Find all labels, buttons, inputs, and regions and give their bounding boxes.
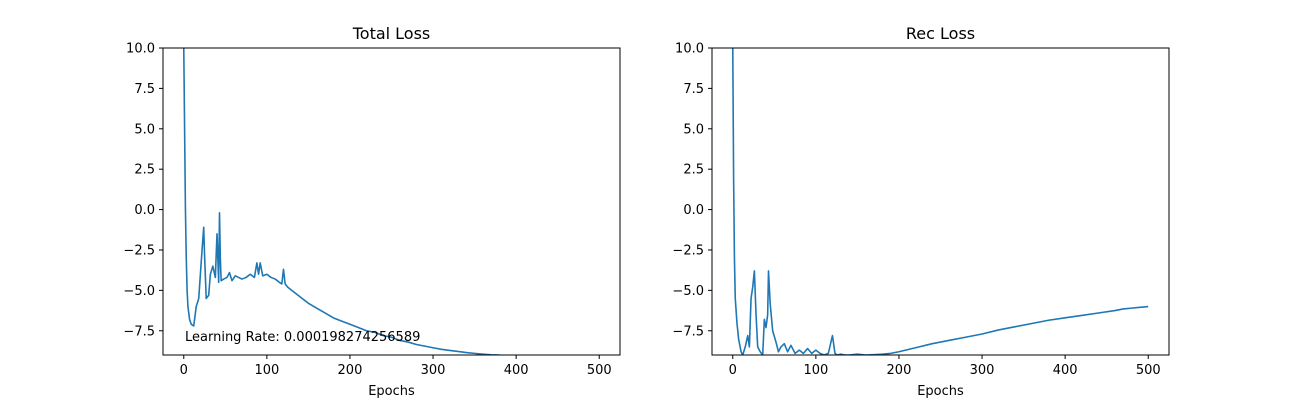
total-loss-x-tick-label: 300 — [421, 363, 446, 378]
rec-loss-y-tick-label: −2.5 — [672, 243, 704, 258]
total-loss-y-tick-label: −5.0 — [123, 284, 155, 299]
total-loss-x-tick-label: 400 — [504, 363, 529, 378]
rec-loss-y-tick-label: 0.0 — [683, 203, 704, 218]
rec-loss-axes-frame — [711, 47, 1170, 356]
total-loss-y-tick-label: 2.5 — [134, 163, 155, 178]
total-loss-x-tick-label: 500 — [587, 363, 612, 378]
rec-loss-y-tick-label: −5.0 — [672, 284, 704, 299]
total-loss-y-tick-label: 7.5 — [134, 82, 155, 97]
total-loss-y-tick-label: 0.0 — [134, 203, 155, 218]
rec-loss-x-tick-label: 100 — [803, 363, 828, 378]
rec-loss-x-tick-label: 0 — [729, 363, 737, 378]
total-loss-x-tick-label: 200 — [338, 363, 363, 378]
total-loss-y-tick-label: −2.5 — [123, 243, 155, 258]
rec-loss-panel: 0 100 200 300 400 500 −7.5 −5.0 −2.5 0.0 2.5 5.0 7.5… — [672, 24, 1170, 399]
total-loss-x-axis-title: Epochs — [368, 384, 415, 399]
rec-loss-series-line — [731, 48, 1149, 355]
total-loss-axes-frame — [162, 47, 621, 356]
rec-loss-y-tick-label: 5.0 — [683, 122, 704, 137]
total-loss-y-tick-label: −7.5 — [123, 324, 155, 339]
learning-rate-annotation: Learning Rate: 0.000198274256589 — [185, 330, 420, 345]
rec-loss-y-tick-label: 7.5 — [683, 82, 704, 97]
total-loss-y-tick-label: 5.0 — [134, 122, 155, 137]
rec-loss-x-tick-label: 200 — [887, 363, 912, 378]
rec-loss-title: Rec Loss — [906, 24, 975, 43]
rec-loss-x-axis-title: Epochs — [917, 384, 964, 399]
total-loss-x-tick-label: 100 — [254, 363, 279, 378]
rec-loss-x-tick-label: 400 — [1053, 363, 1078, 378]
rec-loss-y-tick-label: 10.0 — [675, 42, 704, 57]
rec-loss-x-tick-label: 500 — [1136, 363, 1161, 378]
rec-loss-y-tick-label: 2.5 — [683, 163, 704, 178]
rec-loss-x-tick-label: 300 — [970, 363, 995, 378]
total-loss-y-tick-label: 10.0 — [126, 42, 155, 57]
total-loss-x-tick-label: 0 — [180, 363, 188, 378]
total-loss-panel: 0 100 200 300 400 500 −7.5 −5.0 −2.5 0.0 2.5 5.0 7.5… — [123, 24, 621, 399]
total-loss-series-line — [182, 48, 500, 355]
rec-loss-y-tick-label: −7.5 — [672, 324, 704, 339]
total-loss-title: Total Loss — [352, 24, 431, 43]
